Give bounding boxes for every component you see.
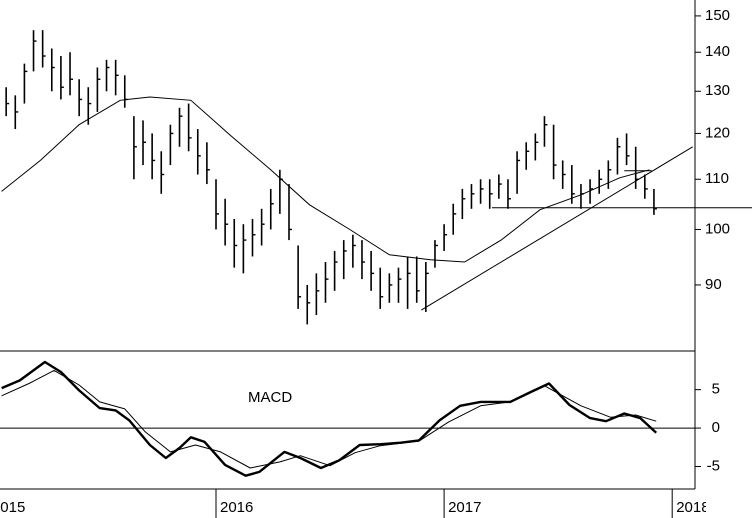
trendline — [421, 146, 693, 311]
macd-line — [1, 360, 658, 477]
x-labels: 2015 2016 2017 2018 — [0, 499, 709, 516]
y-tick-label: 100 — [705, 220, 730, 237]
macd-label: MACD — [248, 389, 292, 406]
macd-line — [1, 369, 657, 469]
moving-average — [1, 96, 650, 263]
y-tick-label: 150 — [705, 7, 730, 24]
y-tick-label: 120 — [705, 124, 730, 141]
y-tick-label: 0 — [712, 419, 720, 436]
x-tick-label: 2018 — [676, 499, 709, 516]
x-tick-label: 2015 — [0, 499, 25, 516]
y-tick-label: -5 — [707, 457, 720, 474]
y-tick-label: 90 — [705, 276, 722, 293]
y-tick-label: 140 — [705, 43, 730, 60]
y-tick-label: 130 — [705, 82, 730, 99]
x-tick-label: 2017 — [448, 499, 481, 516]
x-tick-label: 2016 — [220, 499, 253, 516]
y-tick-label: 5 — [712, 381, 720, 398]
y-tick-label: 110 — [705, 170, 729, 187]
